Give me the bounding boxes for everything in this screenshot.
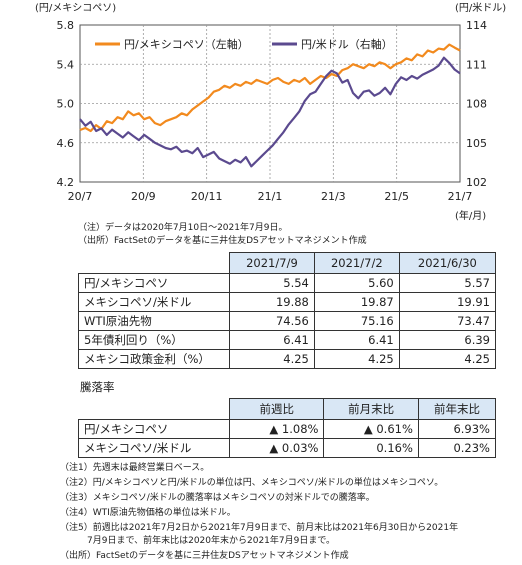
x-tick-label: 20/11 xyxy=(191,190,223,203)
market-data-table: 2021/7/9 2021/7/2 2021/6/30 円/メキシコペソ 5.5… xyxy=(78,252,497,369)
series-lines xyxy=(79,43,461,168)
series-line-usd xyxy=(79,56,461,168)
cell: 6.41 xyxy=(229,330,315,350)
row-label: 5年債利回り（%） xyxy=(78,330,230,350)
x-tick-label: 21/1 xyxy=(258,190,283,203)
cell: 19.91 xyxy=(398,292,497,312)
footnote: （注1）先週末は最終営業日ベース。 xyxy=(60,463,210,473)
cell: ▲ 0.61% xyxy=(323,419,419,439)
right-tick-label: 102 xyxy=(466,176,487,189)
cell: 5.57 xyxy=(398,273,497,293)
row-label: WTI原油先物 xyxy=(78,311,230,331)
cell: 0.16% xyxy=(323,438,419,458)
chart-source: （出所）FactSetのデータを基に三井住友DSアセットマネジメント作成 xyxy=(78,236,367,246)
x-tick-label: 21/5 xyxy=(384,190,409,203)
row-label: 円/メキシコペソ xyxy=(78,419,230,439)
table-row: メキシコペソ/米ドル ▲ 0.03% 0.16% 0.23% xyxy=(78,438,497,458)
cell: 5.60 xyxy=(313,273,400,293)
legend-label-usd: 円/米ドル（右軸） xyxy=(301,37,393,51)
x-tick-label: 21/3 xyxy=(321,190,346,203)
table2-col-header: 前年末比 xyxy=(417,398,497,420)
table1-col-header: 2021/7/2 xyxy=(313,252,400,274)
footnote: （注5）前週比は2021年7月2日から2021年7月9日まで、前月末比は2021… xyxy=(60,523,459,533)
footnote: （出所）FactSetのデータを基に三井住友DSアセットマネジメント作成 xyxy=(60,551,349,561)
right-axis-label: (円/米ドル) xyxy=(455,1,506,14)
table-row: 円/メキシコペソ 5.54 5.60 5.57 xyxy=(78,273,497,293)
cell: 19.87 xyxy=(313,292,400,312)
left-tick-label: 5.8 xyxy=(57,19,75,32)
cell: 0.23% xyxy=(417,438,497,458)
exchange-rate-chart: 5.8 114 5.4 111 5.0 108 4.6 105 4.2 102 20/7 20/9 20… xyxy=(35,1,506,222)
table1-col-header: 2021/6/30 xyxy=(398,252,497,274)
table-row: 5年債利回り（%） 6.41 6.41 6.39 xyxy=(78,330,497,350)
table-row: メキシコ政策金利（%） 4.25 4.25 4.25 xyxy=(78,349,497,369)
cell: 75.16 xyxy=(313,311,400,331)
table1-col-header: 2021/7/9 xyxy=(229,252,315,274)
x-tick-label: 21/7 xyxy=(448,190,473,203)
chart-note: （注）データは2020年7月10日～2021年7月9日。 xyxy=(78,223,288,233)
right-tick-label: 111 xyxy=(466,58,487,71)
cell: 4.25 xyxy=(398,349,497,369)
right-tick-label: 114 xyxy=(466,19,487,32)
left-tick-label: 4.2 xyxy=(57,176,75,189)
footnote: （注4）WTI原油先物価格の単位は米ドル。 xyxy=(60,508,236,518)
axis-ticks: 5.8 114 5.4 111 5.0 108 4.6 105 4.2 102 20/7 20/9 20… xyxy=(57,19,488,203)
cell: ▲ 0.03% xyxy=(228,438,325,458)
footnote: （注2）円/メキシコペソと円/米ドルの単位は円、メキシコペソ/米ドルの単位はメキ… xyxy=(60,478,444,488)
x-unit-label: (年/月) xyxy=(455,209,486,222)
right-tick-label: 108 xyxy=(466,98,487,111)
cell: 74.56 xyxy=(229,311,315,331)
cell: ▲ 1.08% xyxy=(228,419,325,439)
row-label: メキシコペソ/米ドル xyxy=(78,292,230,312)
right-tick-label: 105 xyxy=(466,137,487,150)
cell: 5.54 xyxy=(229,273,315,293)
cell: 73.47 xyxy=(398,311,497,331)
cell: 6.39 xyxy=(398,330,497,350)
legend-label-mxn: 円/メキシコペソ（左軸） xyxy=(124,37,249,51)
cell: 6.41 xyxy=(313,330,400,350)
cell: 6.93% xyxy=(417,419,497,439)
table-row: WTI原油先物 74.56 75.16 73.47 xyxy=(78,311,497,331)
cell: 4.25 xyxy=(313,349,400,369)
x-tick-label: 20/7 xyxy=(68,190,93,203)
table2-col-header: 前週比 xyxy=(228,398,325,420)
x-tick-label: 20/9 xyxy=(131,190,156,203)
change-rate-title: 騰落率 xyxy=(80,380,115,394)
cell: 4.25 xyxy=(229,349,315,369)
row-label: メキシコ政策金利（%） xyxy=(78,349,230,369)
table-row: メキシコペソ/米ドル 19.88 19.87 19.91 xyxy=(78,292,497,312)
left-tick-label: 5.0 xyxy=(57,98,75,111)
footnote: 7月9日まで、前年末比は2020年末から2021年7月9日まで。 xyxy=(60,536,335,546)
cell: 19.88 xyxy=(229,292,315,312)
left-tick-label: 5.4 xyxy=(57,58,75,71)
row-label: メキシコペソ/米ドル xyxy=(78,438,230,458)
footnote: （注3）メキシコペソ/米ドルの騰落率はメキシコペソの対米ドルでの騰落率。 xyxy=(60,493,375,503)
series-line-mxn xyxy=(79,43,461,133)
left-axis-label: (円/メキシコペソ) xyxy=(35,3,116,14)
table-row: 円/メキシコペソ ▲ 1.08% ▲ 0.61% 6.93% xyxy=(78,419,497,439)
left-tick-label: 4.6 xyxy=(57,137,75,150)
change-rate-table: 前週比 前月末比 前年末比 円/メキシコペソ ▲ 1.08% ▲ 0.61% 6… xyxy=(78,398,497,458)
row-label: 円/メキシコペソ xyxy=(78,273,230,293)
table2-col-header: 前月末比 xyxy=(323,398,419,420)
